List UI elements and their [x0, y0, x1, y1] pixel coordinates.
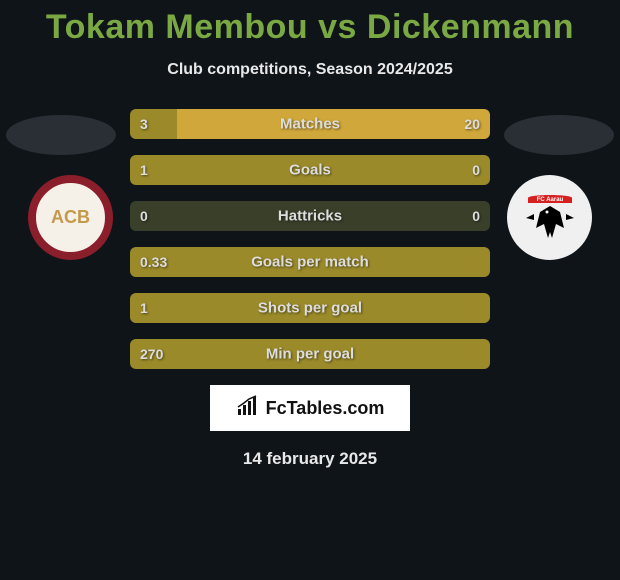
- stat-label: Hattricks: [278, 208, 342, 225]
- stat-value-right: 0: [472, 208, 480, 224]
- chart-icon: [236, 395, 262, 422]
- stat-value-left: 1: [140, 300, 148, 316]
- stat-row: Goals per match 0.33: [130, 247, 490, 277]
- branding-text: FcTables.com: [266, 398, 385, 419]
- branding-badge: FcTables.com: [210, 385, 410, 431]
- eagle-icon: FC Aarau: [520, 188, 580, 248]
- stat-label: Matches: [280, 116, 340, 133]
- stat-value-left: 270: [140, 346, 163, 362]
- stat-label: Goals: [289, 162, 331, 179]
- stat-bars: Matches 3 20 Goals 1 0 Hattricks 0 0 Goals per ma…: [130, 109, 490, 369]
- svg-text:FC Aarau: FC Aarau: [536, 197, 563, 203]
- stat-row: Shots per goal 1: [130, 293, 490, 323]
- stat-bar-left: [130, 109, 177, 139]
- stat-value-left: 0.33: [140, 254, 167, 270]
- stat-row: Min per goal 270: [130, 339, 490, 369]
- stat-value-right: 20: [464, 116, 480, 132]
- club-badge-left-text: ACB: [51, 207, 90, 228]
- player-photo-right: [504, 115, 614, 155]
- stat-row: Matches 3 20: [130, 109, 490, 139]
- club-badge-left: ACB: [28, 175, 113, 260]
- stat-row: Hattricks 0 0: [130, 201, 490, 231]
- comparison-panel: ACB FC Aarau Matches 3 20 Goals 1 0 Hattricks 0…: [0, 109, 620, 469]
- player-photo-left: [6, 115, 116, 155]
- club-badge-right: FC Aarau: [507, 175, 592, 260]
- stat-row: Goals 1 0: [130, 155, 490, 185]
- date-text: 14 february 2025: [0, 449, 620, 469]
- stat-label: Shots per goal: [258, 300, 362, 317]
- page-title: Tokam Membou vs Dickenmann: [0, 0, 620, 47]
- subtitle: Club competitions, Season 2024/2025: [0, 61, 620, 79]
- stat-label: Min per goal: [266, 346, 354, 363]
- stat-value-left: 3: [140, 116, 148, 132]
- stat-value-left: 0: [140, 208, 148, 224]
- stat-value-left: 1: [140, 162, 148, 178]
- stat-label: Goals per match: [251, 254, 369, 271]
- stat-value-right: 0: [472, 162, 480, 178]
